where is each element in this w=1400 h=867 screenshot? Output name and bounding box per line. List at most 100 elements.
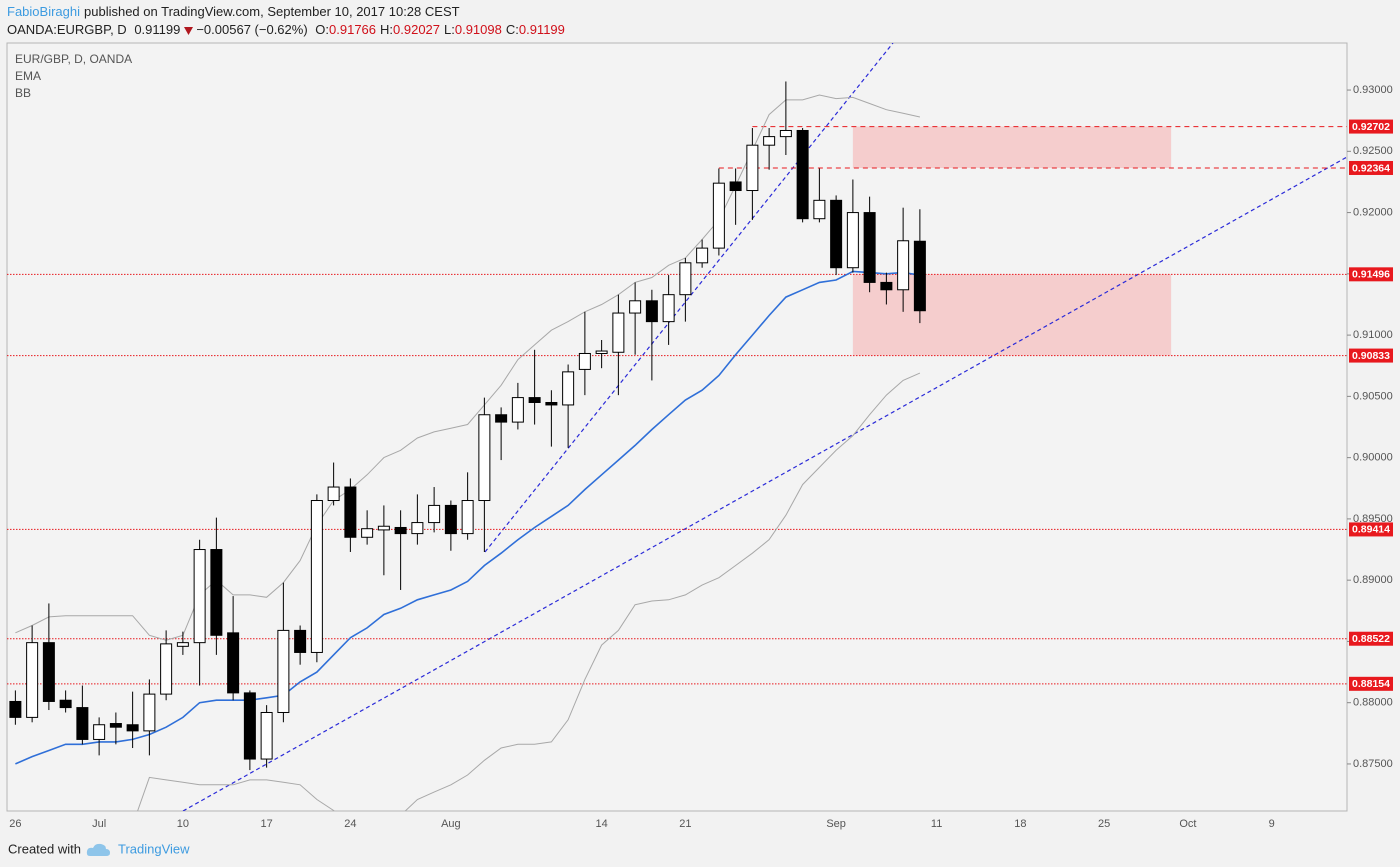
candle-body (160, 643, 173, 695)
candle-body (612, 312, 625, 353)
candle-body (495, 414, 508, 423)
y-tick-label: 0.92500 (1353, 145, 1393, 157)
author[interactable]: FabioBiraghi (7, 4, 80, 19)
candle-body (377, 525, 390, 531)
ohlc-label: C: (505, 22, 519, 37)
candle-body (227, 632, 240, 694)
brand[interactable]: TradingView (118, 841, 190, 856)
level-label: 0.89414 (1352, 524, 1390, 536)
ohlc-label: L: (444, 22, 455, 37)
down-arrow (184, 26, 194, 35)
published: published on TradingView.com, September … (84, 4, 460, 19)
ohlc-label: O: (315, 22, 330, 37)
level-label: 0.92702 (1352, 121, 1390, 133)
candle-body (394, 526, 407, 535)
ohlc-label: H: (380, 22, 394, 37)
x-tick-label: 11 (931, 818, 942, 830)
x-tick-label: 18 (1014, 818, 1026, 830)
candle-body (478, 414, 491, 502)
candle-body (696, 247, 709, 264)
level-label: 0.88154 (1352, 678, 1390, 690)
x-tick-label: 9 (1269, 818, 1275, 830)
trend-line (182, 156, 1347, 811)
y-tick-label: 0.93000 (1353, 84, 1393, 96)
candle-body (176, 642, 189, 647)
candle-body (511, 397, 524, 423)
candle-body (260, 711, 273, 760)
ohlc: O:0.91766 H:0.92027 L:0.91098 C:0.91199 (315, 22, 569, 37)
level-box (1349, 160, 1393, 175)
legend-title: EUR/GBP, D, OANDA (15, 52, 132, 66)
x-tick-label: 10 (177, 818, 189, 830)
candle-body (444, 504, 457, 535)
y-tick-label: 0.88000 (1353, 697, 1393, 709)
candle-body (595, 350, 608, 354)
candle-body (76, 707, 89, 740)
candle-body (26, 642, 39, 718)
x-tick-label: Aug (441, 818, 461, 830)
y-tick-label: 0.87500 (1353, 758, 1393, 770)
x-tick-label: 26 (9, 818, 21, 830)
last-price: 0.91199 (134, 22, 181, 37)
x-tick-label: Sep (826, 818, 846, 830)
symbol: OANDA:EURGBP, D (7, 22, 127, 37)
candle-body (428, 504, 441, 524)
y-tick-label: 0.92000 (1353, 206, 1393, 218)
candle-body (93, 724, 106, 740)
quote-line: OANDA:EURGBP, D 0.91199 −0.00567 (−0.62%)… (7, 22, 573, 37)
bb-lower (137, 372, 921, 811)
candle-body (712, 182, 725, 249)
candle-body (746, 144, 759, 192)
candle-body (310, 500, 323, 653)
y-tick-label: 0.90000 (1353, 452, 1393, 464)
logo-icon[interactable] (86, 843, 110, 856)
candle-body (913, 240, 926, 312)
candle-body (294, 629, 307, 653)
candle-body (763, 136, 776, 146)
ohlc-value: 0.91766 (329, 22, 377, 37)
candle-body (243, 692, 256, 760)
x-tick-label: Oct (1179, 818, 1196, 830)
candle-body (729, 181, 742, 192)
candle-body (42, 642, 55, 702)
level-box (1349, 267, 1393, 282)
candle-body (545, 401, 558, 406)
candle-body (461, 500, 474, 535)
candle-body (109, 723, 122, 728)
legend-entry: EMA (15, 69, 41, 83)
y-tick-label: 0.89500 (1353, 513, 1393, 525)
candle-body (645, 300, 658, 323)
ohlc-value: 0.92027 (393, 22, 441, 37)
candle-body (143, 693, 156, 732)
trend-line (484, 43, 894, 553)
candle-body (193, 549, 206, 644)
candle-body (361, 528, 374, 538)
candle-body (779, 129, 792, 138)
candle-body (880, 281, 893, 291)
x-tick-label: 25 (1098, 818, 1110, 830)
level-box (1349, 676, 1393, 691)
level-box (1349, 119, 1393, 134)
zones (852, 126, 1172, 356)
x-tick-label: 17 (261, 818, 273, 830)
candle-body (210, 549, 223, 636)
candle-body (863, 212, 876, 283)
level-box (1349, 348, 1393, 363)
logo[interactable]: TradingView (86, 841, 190, 856)
candle-body (528, 397, 541, 403)
candle-body (277, 629, 290, 713)
footer-text: Created with (8, 841, 81, 856)
ema-line (15, 270, 921, 765)
candle-body (813, 199, 826, 220)
candle-body (846, 212, 859, 269)
y-tick-label: 0.91000 (1353, 329, 1393, 341)
legend-entry: BB (15, 86, 31, 100)
level-label: 0.88522 (1352, 633, 1390, 645)
candle-body (411, 522, 424, 535)
candle-body (796, 129, 809, 220)
candle-body (830, 199, 843, 269)
candle-body (327, 486, 340, 502)
level-box (1349, 522, 1393, 537)
